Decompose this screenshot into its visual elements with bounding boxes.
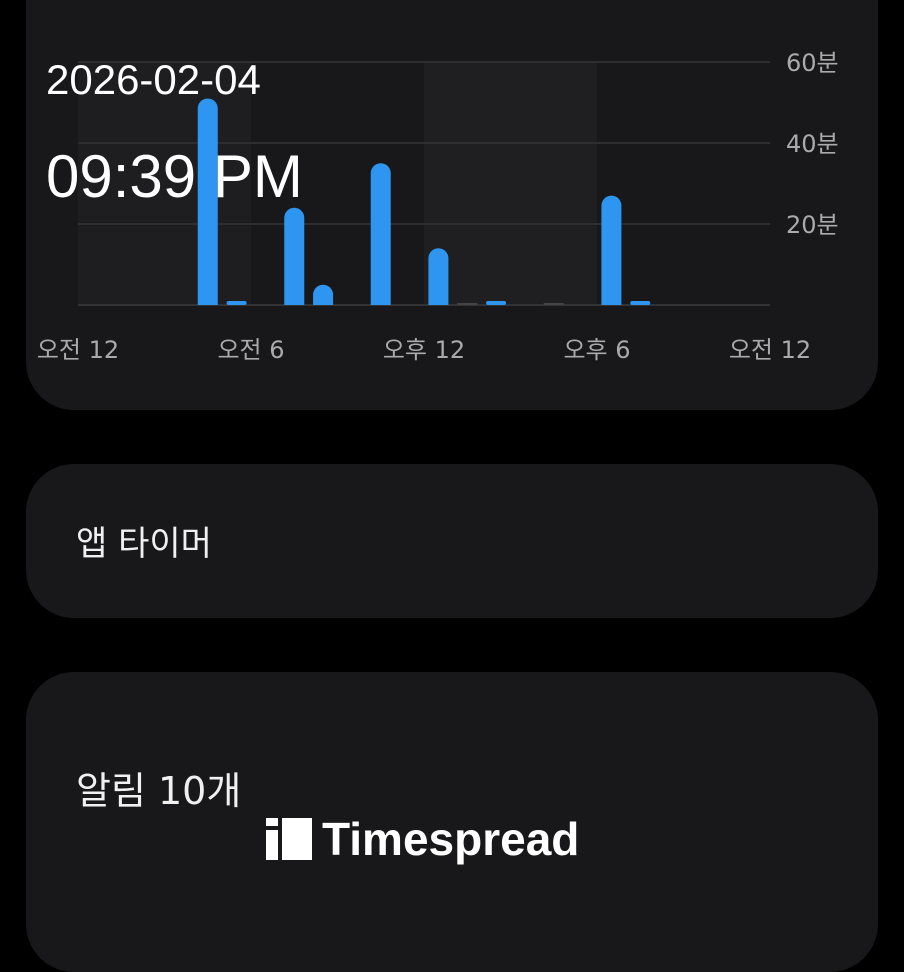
chart-band — [424, 62, 597, 305]
app-timer-card[interactable] — [26, 464, 878, 618]
overlay-time: 09:39 PM — [46, 143, 303, 210]
bar — [457, 303, 478, 305]
y-tick-label: 40분 — [786, 130, 839, 158]
x-tick-label: 오전 12 — [729, 336, 811, 364]
x-tick-label: 오후 6 — [563, 336, 630, 364]
bar — [197, 98, 218, 305]
x-tick-label: 오전 12 — [37, 336, 119, 364]
app-timer-label: 앱 타이머 — [76, 524, 212, 564]
logo-icon — [266, 818, 312, 860]
bar — [486, 301, 507, 305]
chart-band — [78, 62, 251, 305]
y-tick-label: 20분 — [786, 211, 839, 239]
bar — [630, 301, 651, 305]
x-tick-label: 오후 12 — [383, 336, 465, 364]
bar — [601, 195, 622, 305]
x-tick-label: 오전 6 — [217, 336, 284, 364]
bar — [313, 284, 334, 305]
y-tick-label: 60분 — [786, 49, 839, 77]
bar — [428, 248, 449, 305]
overlay-date: 2026-02-04 — [46, 56, 261, 103]
watermark-logo: Timespread — [266, 812, 579, 866]
bar — [284, 207, 305, 305]
bar — [543, 303, 564, 305]
watermark-text: Timespread — [322, 813, 580, 865]
bar — [370, 163, 391, 305]
bar — [226, 301, 247, 305]
notifications-count: 알림 10개 — [76, 769, 242, 813]
